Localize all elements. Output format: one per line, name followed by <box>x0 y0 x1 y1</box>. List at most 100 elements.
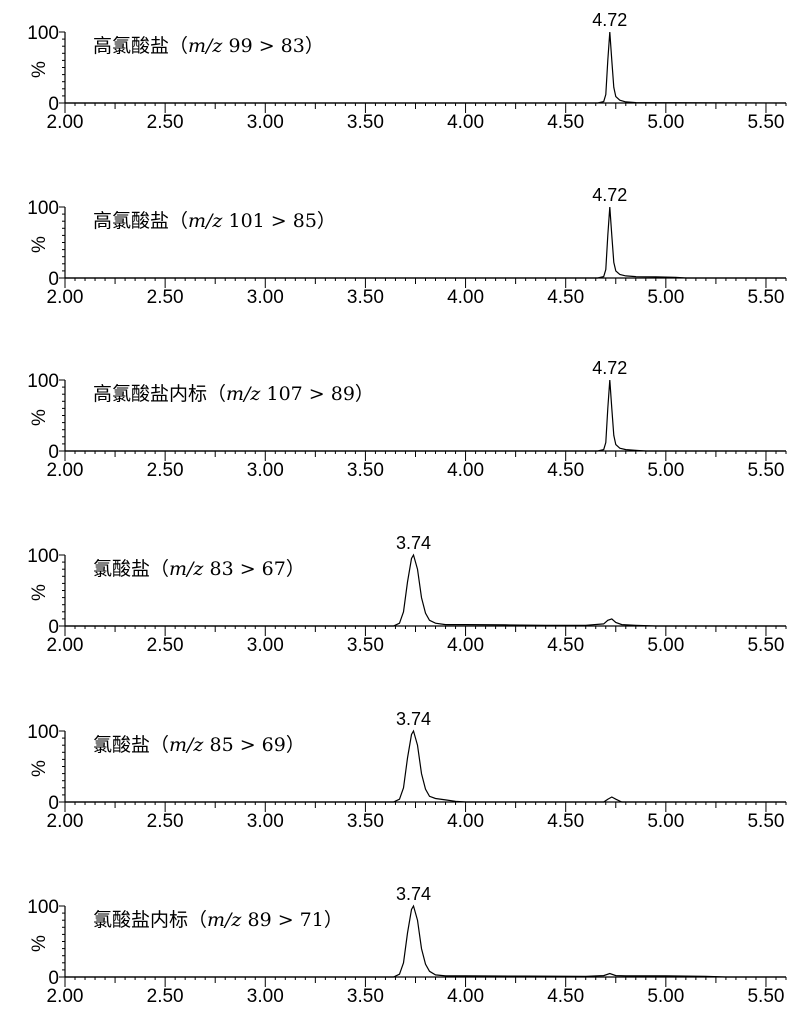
title-compound: 高氯酸盐（ <box>93 35 188 57</box>
chromatogram-trace <box>65 729 786 803</box>
x-tick-label: 2.00 <box>47 112 84 133</box>
chromatogram-trace <box>65 379 786 452</box>
panel-title: 高氯酸盐（m/z 99 > 83） <box>93 35 324 57</box>
x-tick-label: 2.50 <box>147 986 184 1007</box>
x-tick-label: 4.00 <box>447 460 484 481</box>
title-mz: m/z <box>226 383 261 405</box>
title-transition: 85 > 69） <box>203 734 304 756</box>
x-tick-label: 2.00 <box>47 811 84 832</box>
chart-panel-6: 氯酸盐内标（m/z 89 > 71） 0 100% 2.00 2.50 3.00 3.50 4… <box>27 884 787 1007</box>
chromatogram-trace <box>65 904 786 978</box>
x-tick-label: 2.00 <box>47 287 84 308</box>
y-axis-label: % <box>29 935 50 952</box>
x-tick-label: 3.00 <box>247 287 284 308</box>
x-tick-label: 2.50 <box>147 635 184 656</box>
x-tick-label: 2.50 <box>147 112 184 133</box>
x-tick-label: 4.00 <box>447 986 484 1007</box>
chart-panel-4: 氯酸盐（m/z 83 > 67） 0 100% 2.00 2.50 3.00 3.50 4.0… <box>27 533 787 656</box>
y-tick-label: 0 <box>48 94 59 115</box>
x-tick-label: 5.00 <box>647 811 684 832</box>
title-mz: m/z <box>188 35 223 57</box>
x-tick-label: 3.00 <box>247 986 284 1007</box>
x-tick-label: 3.50 <box>347 287 384 308</box>
x-tick-label: 2.50 <box>147 811 184 832</box>
x-tick-label: 4.00 <box>447 635 484 656</box>
x-tick-label: 3.50 <box>347 635 384 656</box>
x-tick-label: 3.50 <box>347 986 384 1007</box>
x-tick-label: 2.00 <box>47 635 84 656</box>
panel-title: 氯酸盐（m/z 83 > 67） <box>93 558 305 580</box>
peak-label: 4.72 <box>592 185 627 205</box>
y-tick-label: 0 <box>48 269 59 290</box>
y-tick-label: 0 <box>48 793 59 814</box>
x-tick-label: 3.50 <box>347 460 384 481</box>
y-axis-label: % <box>29 61 50 78</box>
x-tick-label: 3.00 <box>247 811 284 832</box>
title-mz: m/z <box>188 210 223 232</box>
x-tick-label: 3.00 <box>247 460 284 481</box>
x-tick-label: 4.00 <box>447 287 484 308</box>
y-tick-label: 0 <box>48 968 59 989</box>
x-tick-label: 4.00 <box>447 112 484 133</box>
y-axis-label: % <box>29 760 50 777</box>
y-tick-label: 100 <box>27 722 59 743</box>
y-tick-label: 0 <box>48 442 59 463</box>
x-tick-label: 5.00 <box>647 112 684 133</box>
panel-title: 氯酸盐内标（m/z 89 > 71） <box>93 909 343 931</box>
x-tick-label: 5.50 <box>747 811 784 832</box>
x-tick-label: 2.50 <box>147 287 184 308</box>
y-axis-label: % <box>29 236 50 253</box>
x-tick-label: 3.00 <box>247 112 284 133</box>
panel-title: 氯酸盐（m/z 85 > 69） <box>93 734 305 756</box>
chart-panel-5: 氯酸盐（m/z 85 > 69） 0 100% 2.00 2.50 3.00 3.50 4.0… <box>27 709 787 832</box>
title-mz: m/z <box>169 558 204 580</box>
y-tick-label: 0 <box>48 617 59 638</box>
x-tick-label: 5.50 <box>747 986 784 1007</box>
x-tick-label: 4.50 <box>547 986 584 1007</box>
x-tick-label: 3.50 <box>347 112 384 133</box>
y-axis-label: % <box>29 409 50 426</box>
peak-label: 4.72 <box>592 358 627 378</box>
y-axis-label: % <box>29 584 50 601</box>
title-compound: 氯酸盐内标（ <box>93 909 207 931</box>
title-transition: 89 > 71） <box>241 909 342 931</box>
x-tick-label: 3.00 <box>247 635 284 656</box>
x-tick-label: 4.00 <box>447 811 484 832</box>
title-compound: 氯酸盐（ <box>93 734 169 756</box>
x-tick-label: 4.50 <box>547 811 584 832</box>
title-transition: 99 > 83） <box>222 35 323 57</box>
y-tick-label: 100 <box>27 198 59 219</box>
title-transition: 83 > 67） <box>203 558 304 580</box>
x-tick-label: 5.00 <box>647 287 684 308</box>
x-tick-label: 4.50 <box>547 460 584 481</box>
title-transition: 107 > 89） <box>260 383 373 405</box>
panel-title: 高氯酸盐内标（m/z 107 > 89） <box>93 383 374 405</box>
chromatogram-trace <box>65 206 786 279</box>
title-compound: 高氯酸盐内标（ <box>93 383 226 405</box>
peak-label: 4.72 <box>592 10 627 30</box>
x-tick-label: 5.00 <box>647 460 684 481</box>
x-tick-label: 2.50 <box>147 460 184 481</box>
title-compound: 氯酸盐（ <box>93 558 169 580</box>
y-tick-label: 100 <box>27 897 59 918</box>
chart-panel-2: 高氯酸盐（m/z 101 > 85） 0 100% 2.00 2.50 3.00 3.50 4… <box>27 185 787 308</box>
chromatogram-trace <box>65 553 786 627</box>
y-tick-label: 100 <box>27 371 59 392</box>
x-tick-label: 5.00 <box>647 986 684 1007</box>
chart-panel-3: 高氯酸盐内标（m/z 107 > 89） 0 100% 2.00 2.50 3.00 3.5… <box>27 358 787 481</box>
peak-label: 3.74 <box>396 884 431 904</box>
panel-title: 高氯酸盐（m/z 101 > 85） <box>93 210 336 232</box>
x-tick-label: 3.50 <box>347 811 384 832</box>
chart-panel-1: 高氯酸盐（m/z 99 > 83） 0 100% 2.00 2.50 3.00 3.50 4.… <box>27 10 787 133</box>
x-tick-label: 4.50 <box>547 287 584 308</box>
title-mz: m/z <box>207 909 242 931</box>
x-tick-label: 5.50 <box>747 287 784 308</box>
x-tick-label: 5.50 <box>747 112 784 133</box>
x-tick-label: 5.00 <box>647 635 684 656</box>
x-tick-label: 4.50 <box>547 112 584 133</box>
x-tick-label: 5.50 <box>747 460 784 481</box>
x-tick-label: 4.50 <box>547 635 584 656</box>
peak-label: 3.74 <box>396 709 431 729</box>
y-tick-label: 100 <box>27 546 59 567</box>
